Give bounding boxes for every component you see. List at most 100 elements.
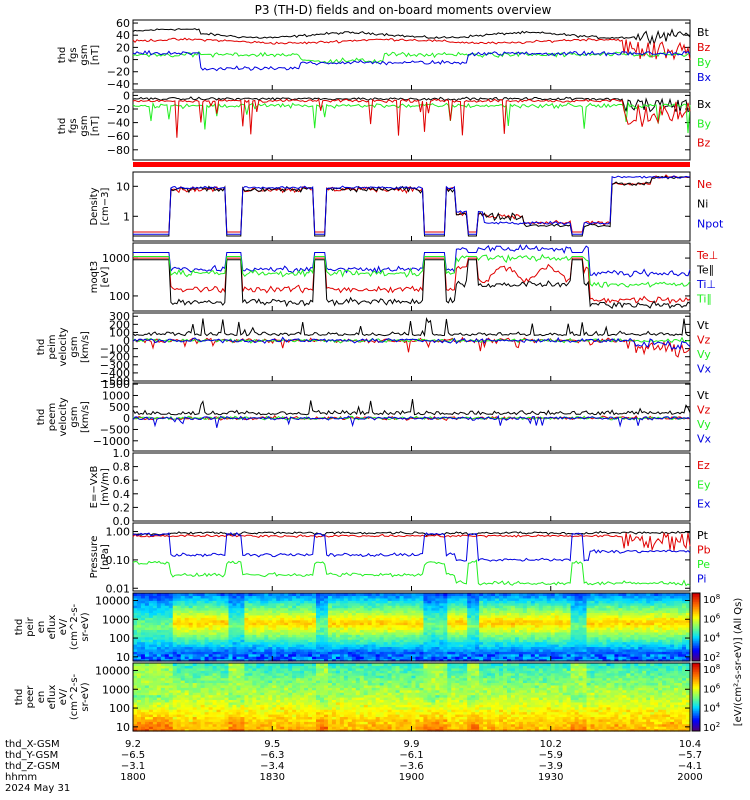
heatmap-cell [610,634,616,638]
heatmap-cell [327,639,333,643]
heatmap-cell [256,636,261,640]
heatmap-cell [180,721,186,725]
heatmap-cell [312,646,317,650]
heatmap-cell [451,639,456,643]
heatmap-cell [363,610,369,614]
heatmap-cell [236,701,242,705]
heatmap-cell [256,595,261,599]
heatmap-cell [133,665,138,669]
heatmap-cell [642,629,647,633]
heatmap-cell [658,617,663,621]
heatmap-cell [602,651,608,655]
series-black [133,259,691,310]
heatmap-cell [204,610,210,614]
heatmap-cell [459,593,464,597]
heatmap-cell [228,687,234,691]
heatmap-cell [363,639,369,643]
heatmap-cell [403,617,409,621]
heatmap-cell [650,602,655,606]
heatmap-cell [264,619,269,623]
heatmap-cell [224,699,230,703]
heatmap-cell [630,648,635,652]
heatmap-cell [347,595,353,599]
heatmap-cell [503,619,508,623]
heatmap-cell [284,646,289,650]
heatmap-cell [598,656,604,660]
heatmap-cell [240,612,245,616]
heatmap-cell [343,644,349,648]
heatmap-cell [144,665,150,669]
heatmap-cell [244,612,249,616]
heatmap-cell [355,627,361,631]
heatmap-cell [144,697,150,701]
heatmap-cell [487,597,492,601]
heatmap-cell [184,728,190,732]
heatmap-cell [351,595,357,599]
heatmap-cell [319,646,325,650]
heatmap-cell [327,600,333,604]
heatmap-cell [292,631,297,635]
heatmap-cell [200,675,206,679]
heatmap-cell [200,711,206,715]
heatmap-cell [228,610,234,614]
heatmap-cell [499,612,504,616]
heatmap-cell [172,718,178,722]
heatmap-cell [200,682,206,686]
heatmap-cell [554,610,560,614]
heatmap-cell [156,706,162,710]
heatmap-cell [522,646,528,650]
heatmap-cell [144,641,150,645]
heatmap-cell [280,651,285,655]
heatmap-cell [176,701,182,705]
heatmap-cell [224,716,230,720]
heatmap-cell [224,639,230,643]
heatmap-cell [323,653,329,657]
heatmap-cell [236,687,242,691]
heatmap-cell [224,677,230,681]
heatmap-cell [562,629,568,633]
heatmap-cell [204,651,210,655]
heatmap-cell [634,617,639,621]
heatmap-cell [264,656,269,660]
heatmap-cell [188,610,194,614]
heatmap-cell [447,634,452,638]
heatmap-cell [638,595,643,599]
heatmap-cell [670,619,675,623]
heatmap-cell [534,648,540,652]
heatmap-cell [455,627,460,631]
heatmap-cell [658,629,663,633]
heatmap-cell [391,614,397,618]
heatmap-cell [164,619,170,623]
heatmap-cell [491,595,496,599]
heatmap-cell [140,646,146,650]
heatmap-cell [280,597,285,601]
heatmap-cell [144,723,150,727]
heatmap-cell [670,634,675,638]
heatmap-cell [192,607,198,611]
heatmap-cell [280,612,285,616]
heatmap-cell [606,622,612,626]
heatmap-cell [164,639,170,643]
heatmap-cell [534,651,540,655]
heatmap-cell [335,646,341,650]
heatmap-cell [256,644,261,648]
heatmap-cell [144,721,150,725]
heatmap-cell [152,726,158,730]
heatmap-cell [598,624,604,628]
heatmap-cell [411,648,417,652]
heatmap-cell [148,663,154,667]
heatmap-cell [447,653,452,657]
heatmap-cell [148,629,154,633]
heatmap-cell [415,617,421,621]
heatmap-cell [168,704,174,708]
heatmap-cell [399,634,405,638]
heatmap-cell [618,602,623,606]
heatmap-cell [626,610,631,614]
heatmap-cell [240,614,245,618]
heatmap-cell [148,694,154,698]
heatmap-cell [395,636,401,640]
panel-p5: thd peim velocity gsm [km/s]3002001000−100−2… [36,310,712,388]
heatmap-cell [391,612,397,616]
heatmap-cell [240,646,245,650]
heatmap-cell [172,605,178,609]
